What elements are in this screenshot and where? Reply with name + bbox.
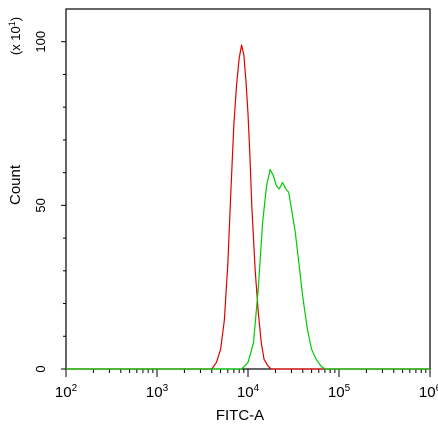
series-line-0 [66, 44, 430, 370]
x-tick-exp: 2 [72, 383, 78, 394]
x-tick-label: 104 [237, 383, 260, 401]
x-tick-exp: 5 [345, 383, 351, 394]
x-tick-exp: 4 [254, 383, 260, 394]
x-tick-exp: 6 [436, 383, 438, 394]
series-layer [66, 44, 430, 370]
series-line-1 [66, 168, 430, 370]
y-tick-label: 100 [33, 31, 48, 53]
x-tick-base: 10 [328, 384, 345, 401]
y-tick-label: 50 [33, 198, 48, 212]
x-tick-label: 102 [55, 383, 78, 401]
x-tick-base: 10 [55, 384, 72, 401]
x-tick-label: 106 [419, 383, 438, 401]
x-tick-base: 10 [237, 384, 254, 401]
x-tick-label: 103 [146, 383, 169, 401]
x-tick-base: 10 [419, 384, 436, 401]
x-tick-base: 10 [146, 384, 163, 401]
y-axis-label: Count [7, 164, 24, 205]
x-axis-ticks: 102103104105106 [55, 369, 438, 401]
x-axis-label: FITC-A [216, 407, 264, 424]
plot-frame [65, 8, 431, 370]
x-tick-exp: 3 [163, 383, 169, 394]
y-tick-label: 0 [33, 365, 48, 372]
y-multiplier-label: (x 101) [7, 17, 23, 55]
y-multiplier-close: ) [8, 17, 23, 21]
y-axis-ticks: 0 50 100 [33, 31, 66, 373]
x-tick-label: 105 [328, 383, 351, 401]
y-multiplier-exp: 1 [7, 21, 17, 26]
y-multiplier-base: (x 10 [8, 26, 23, 55]
